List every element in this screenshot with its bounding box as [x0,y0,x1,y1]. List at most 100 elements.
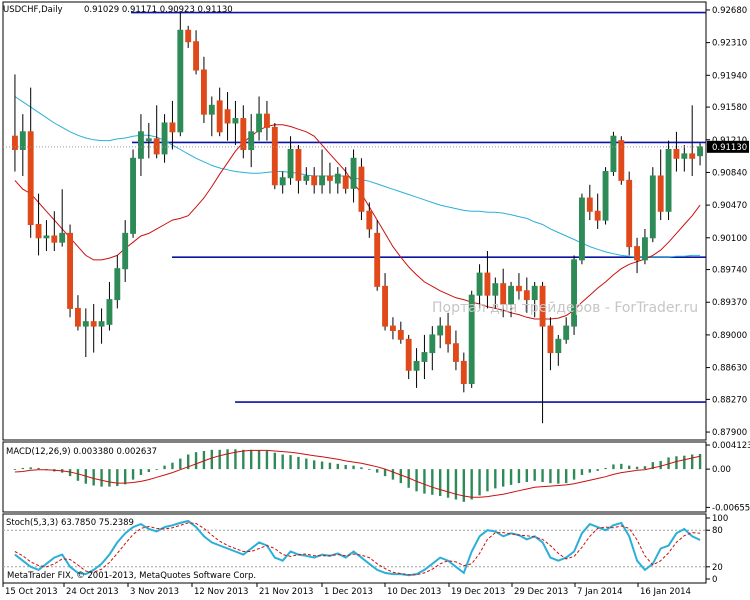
macd-histogram-bar [29,467,32,470]
candle-body [106,299,113,325]
macd-histogram-bar [344,465,347,470]
macd-histogram-bar [399,469,403,484]
macd-histogram-bar [541,469,544,482]
macd-histogram-bar [533,469,536,481]
price-tick-label: 0.89740 [712,266,747,276]
macd-histogram-bar [281,454,284,470]
macd-histogram-bar [297,456,300,470]
candle-body [200,69,207,115]
watermark: Портал для трейдеров - ForTrader.ru [432,300,698,316]
macd-histogram-bar [580,469,584,475]
candle-body [358,166,365,212]
candle-body [594,210,601,221]
macd-histogram-bar [116,469,119,487]
macd-histogram-bar [171,462,174,470]
candle-body [350,157,357,189]
price-tick-label: 0.89370 [712,298,747,308]
macd-histogram-bar [360,467,363,470]
macd-histogram-bar [683,455,686,470]
macd-histogram-bar [494,469,497,489]
macd-histogram-bar [407,469,410,488]
macd-histogram-bar [289,455,292,470]
macd-histogram-bar [454,469,458,500]
candle-body [11,135,18,150]
candle-body [405,338,412,371]
macd-histogram-bar [375,469,379,473]
candle-body [445,325,452,345]
macd-histogram-bar [667,457,670,470]
price-tick-label: 0.92310 [712,39,747,49]
macd-histogram-bar [312,460,316,470]
date-tick-label: 29 Dec 2013 [514,587,568,597]
candle-body [397,330,404,340]
candle-body [43,235,50,239]
current-price-box [707,140,749,153]
macd-histogram-bar [509,469,513,485]
macd-histogram-bar [612,464,615,470]
candle-body [618,140,625,181]
macd-histogram-bar [273,452,277,470]
candle-body [114,268,121,301]
price-tick-label: 0.92680 [712,6,747,16]
candle-body [240,118,247,150]
candle-body [484,272,491,296]
copyright-text: MetaTrader FIX, © 2001-2013, MetaQuotes … [7,571,256,581]
candle-body [137,131,144,159]
pane-frame-2 [2,441,707,513]
stochastic-tick-label: 80 [712,526,723,536]
candle-body [634,246,641,261]
macd-histogram-bar [501,469,505,487]
date-tick-label: 21 Nov 2013 [259,587,313,597]
candle-body [382,285,389,327]
candle-body [169,122,176,133]
macd-histogram-bar [123,469,127,485]
macd-histogram-bar [92,469,95,486]
date-tick-label: 16 Jan 2014 [640,587,691,597]
candle-body [673,148,680,159]
macd-histogram-bar [525,469,529,482]
candle-body [452,343,459,362]
candle-body [374,232,381,287]
macd-histogram-bar [249,449,253,470]
macd-histogram-bar [635,466,639,470]
date-tick-label: 15 Oct 2013 [5,587,58,597]
candle-body [177,29,184,133]
candle-body [586,197,593,212]
candle-body [19,131,26,150]
candle-body [657,175,664,212]
macd-histogram-bar [194,452,198,470]
candle-body [51,235,58,243]
macd-histogram-bar [147,469,151,473]
symbol-label: USDCHF,Daily [3,5,63,15]
candle-body [649,175,656,239]
macd-histogram-bar [446,469,450,498]
candle-body [468,294,475,384]
macd-histogram-bar [620,463,623,470]
macd-histogram-bar [415,469,418,492]
candle-body [216,100,223,133]
stochastic-tick-label: 100 [712,514,728,524]
macd-histogram-bar [557,469,560,484]
date-tick-label: 19 Dec 2013 [451,587,505,597]
macd-tick-label: 0.004123 [712,441,750,451]
price-tick-label: 0.88630 [712,364,747,374]
price-tick-label: 0.90470 [712,201,747,211]
macd-label: MACD(12,26,9) 0.003380 0.002637 [6,447,157,457]
macd-histogram-bar [564,469,568,484]
candle-body [248,131,255,150]
candle-body [523,290,530,301]
candle-body [689,153,696,159]
macd-histogram-bar [179,458,182,470]
macd-histogram-bar [305,458,308,470]
candle-body [563,325,570,340]
macd-tick-label: -0.006552 [712,503,750,513]
candle-body [476,272,483,296]
macd-histogram-bar [37,467,40,470]
macd-histogram-bar [470,469,473,500]
macd-histogram-bar [336,463,340,470]
price-tick-label: 0.87900 [712,428,747,438]
macd-histogram-bar [108,469,111,487]
macd-histogram-bar [320,461,324,470]
macd-histogram-bar [100,469,103,487]
